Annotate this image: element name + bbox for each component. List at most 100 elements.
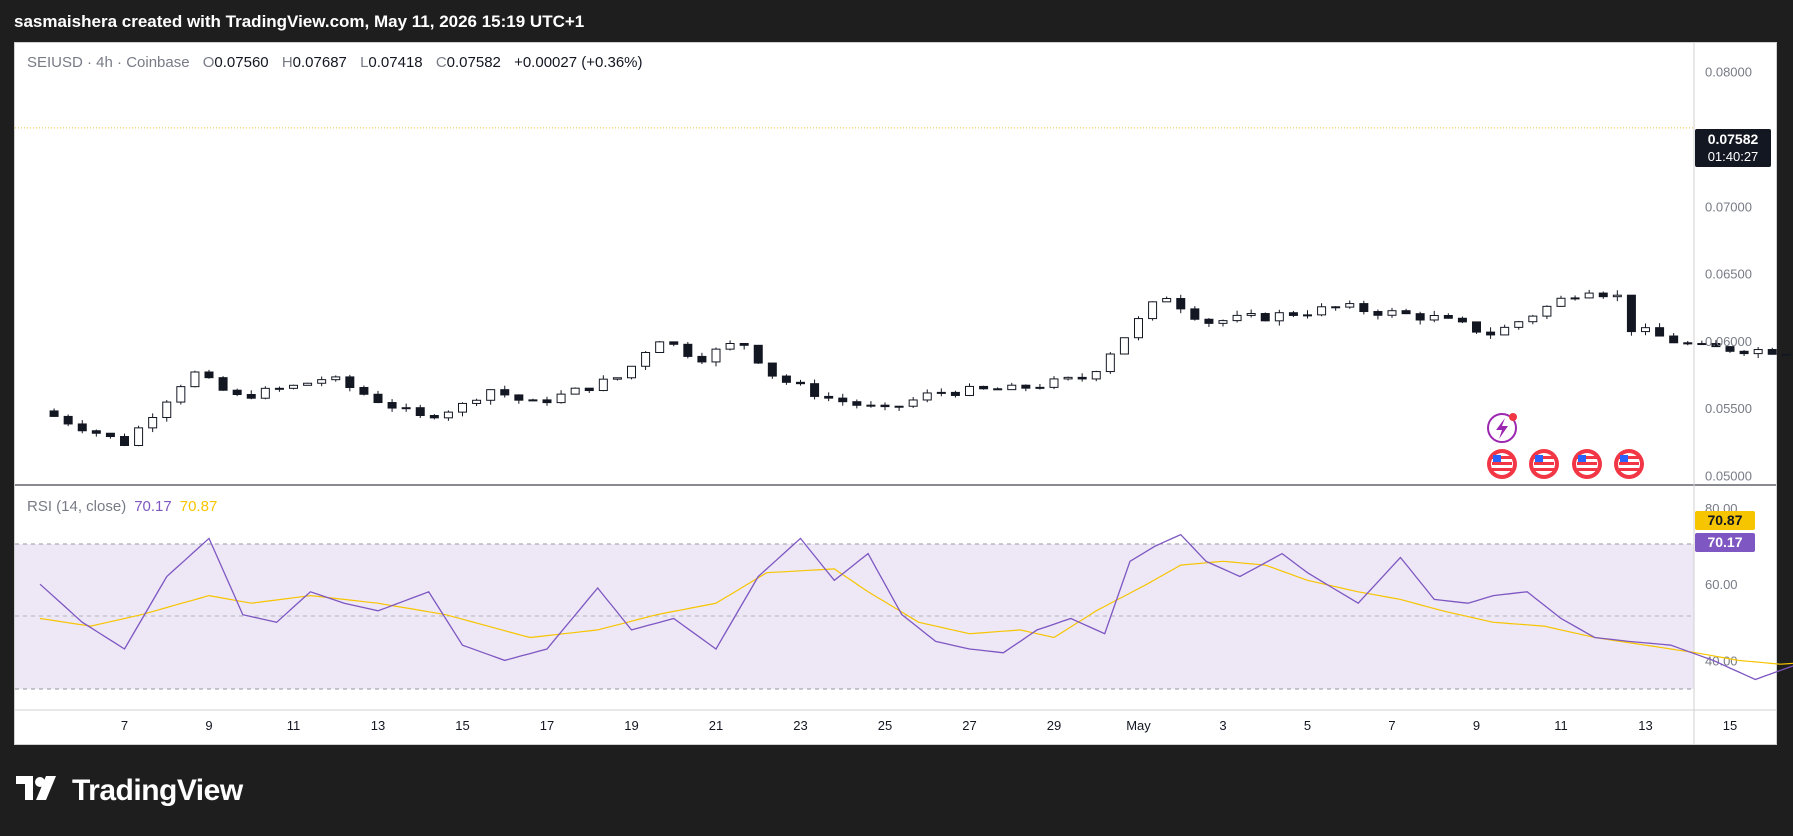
candle-body [134,427,144,447]
candle-body [584,387,594,392]
rsi-legend: RSI (14, close) 70.17 70.87 [27,498,217,515]
rsi-band [15,544,1694,689]
candle-body [528,399,538,402]
candle-body [1641,327,1650,333]
price-axis: 0.080000.075000.070000.065000.060000.055… [1705,65,1752,484]
candle-body [1683,342,1693,345]
candle-body [1612,294,1622,298]
lightning-event-icon[interactable] [1487,413,1517,443]
candle-body [1190,308,1200,320]
top-bar: sasmaishera created with TradingView.com… [0,0,1793,42]
candle-body [162,401,172,418]
change-value: +0.00027 (+0.36%) [514,54,643,71]
high-value: 0.07687 [292,54,347,71]
candle-body [1415,313,1425,321]
candle-body [1049,378,1059,388]
symbol-label[interactable]: SEIUSD · 4h · Coinbase [27,54,190,71]
candle-body [105,432,115,438]
candle-body [866,404,876,407]
candle-body [979,385,989,390]
candle-body [1528,315,1538,323]
time-axis: 7 9 11 13 15 17 19 21 23 25 27 29 May 3 5 7 9 11 13 15 [121,718,1737,733]
time-tick-label: 11 [1554,718,1568,733]
candle-body [91,430,101,434]
candle-body [1486,331,1496,336]
candle-body [542,399,552,404]
candle-body [767,362,777,377]
candle-body [1204,318,1214,324]
candle-body [1288,312,1298,316]
candle-body [1091,371,1101,380]
candle-body [908,399,918,407]
us-flag-event-icon[interactable] [1529,449,1559,479]
time-tick-label: 17 [540,718,554,733]
rsi-tick-label: 60.00 [1705,577,1738,592]
candle-body [303,382,313,386]
candle-body [1035,386,1045,389]
candle-body [1260,313,1270,322]
candle-body [274,387,284,390]
price-tick-label: 0.07000 [1705,199,1752,214]
close-value: 0.07582 [446,54,501,71]
price-tick-label: 0.08000 [1705,65,1752,80]
candle-body [486,389,496,401]
candle-body [232,389,242,396]
time-tick-label: 5 [1304,718,1311,733]
rsi-label[interactable]: RSI (14, close) [27,498,127,515]
time-tick-label: 15 [455,718,469,733]
candle-body [1119,337,1129,355]
candle-body [880,404,890,408]
time-tick-label: 7 [1388,718,1395,733]
candle-body [697,355,707,363]
candle-body [1753,349,1763,355]
candle-body [1148,301,1158,320]
candle-body [1176,298,1186,310]
candle-body [1500,326,1510,336]
attribution-title: sasmaishera created with TradingView.com… [14,12,585,31]
candle-body [810,383,820,397]
candle-body [711,348,721,363]
close-label: C [435,54,447,71]
time-tick-label: 29 [1047,718,1061,733]
candle-body [1359,303,1369,313]
time-tick-label: 9 [1473,718,1480,733]
candle-body [993,388,1003,391]
candle-body [148,416,158,429]
candle-body [500,389,510,396]
candle-body [345,376,355,388]
candle-body [331,376,341,381]
us-flag-event-icon[interactable] [1487,449,1517,479]
candle-body [401,407,411,410]
time-tick-label: 25 [878,718,892,733]
candle-body [218,377,228,391]
candle-body [1232,314,1242,322]
candle-body [1063,376,1073,380]
candle-body [1345,303,1355,308]
candle-body [739,343,749,346]
candle-body [49,410,59,417]
candle-body [669,341,679,345]
candle-body [852,401,862,406]
candle-body [1767,349,1777,355]
us-flag-event-icon[interactable] [1572,449,1602,479]
candle-body [1401,310,1411,315]
candle-body [1387,310,1397,316]
candle-body [965,385,974,396]
candle-body [176,386,186,403]
low-value: 0.07418 [368,54,423,71]
candle-body [753,344,763,364]
candle-body [894,405,904,408]
candle-body [1373,311,1383,316]
time-tick-label: 21 [709,718,723,733]
candle-body [373,393,383,404]
last-price-tag: 0.07582 01:40:27 [1695,129,1771,167]
candle-body [936,391,946,394]
candle-body [1007,384,1017,391]
last-price-value: 0.07582 [1707,131,1759,147]
us-flag-event-icon[interactable] [1614,449,1644,479]
time-tick-label: 11 [287,718,301,733]
candle-body [1077,376,1087,380]
candle-body [1429,315,1439,321]
time-tick-label: May [1126,718,1151,733]
